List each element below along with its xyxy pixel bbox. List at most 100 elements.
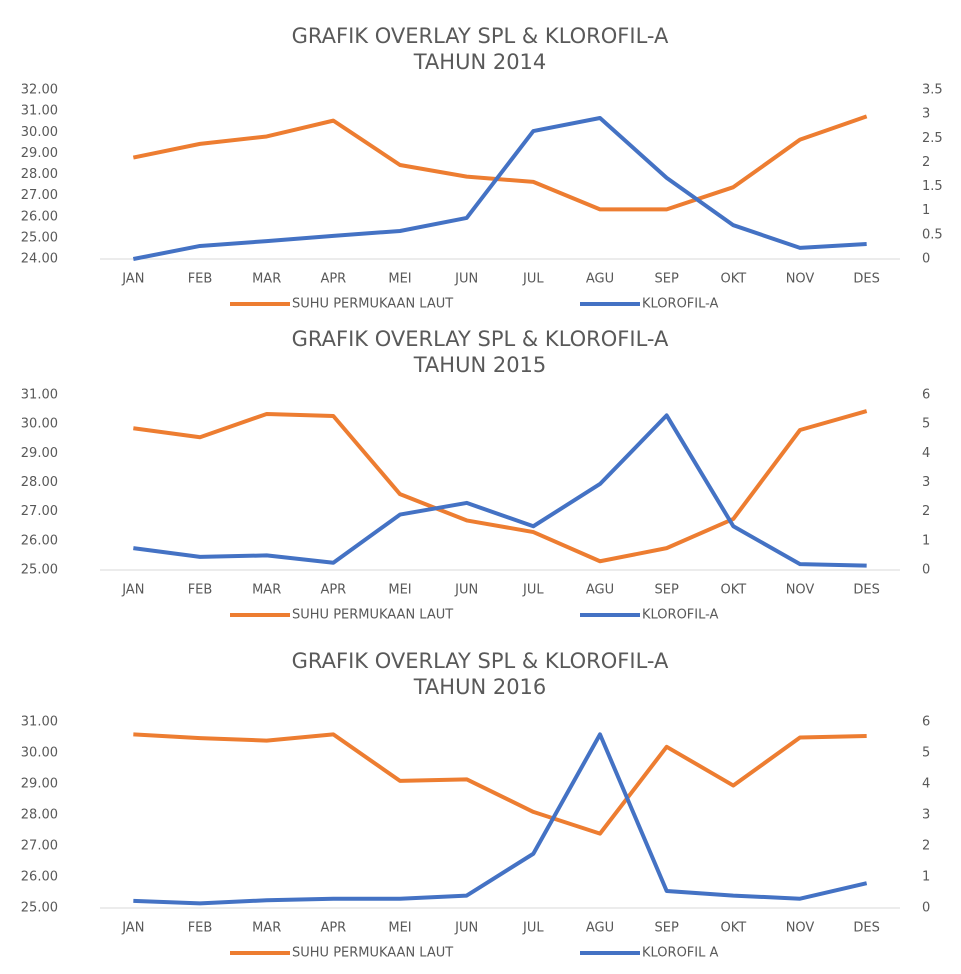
x-tick-label: JAN: [121, 583, 144, 598]
x-tick-label: APR: [320, 272, 346, 287]
x-tick-label: MEI: [388, 583, 411, 598]
y-tick-label: 31.00: [21, 104, 58, 119]
x-tick-label: NOV: [786, 583, 815, 598]
y2-tick-label: 3.5: [922, 83, 943, 98]
series-line: [133, 413, 867, 568]
y-tick-label: 26.00: [21, 209, 58, 224]
x-tick-label: MEI: [388, 272, 411, 287]
y-tick-label: 32.00: [21, 83, 58, 98]
x-tick-label: SEP: [655, 583, 679, 598]
y2-tick-label: 5: [922, 746, 930, 761]
y2-tick-label: 2: [922, 504, 930, 519]
x-tick-label: APR: [320, 921, 346, 936]
x-tick-label: JUN: [454, 583, 478, 598]
x-tick-label: NOV: [786, 921, 815, 936]
y2-tick-label: 1: [922, 870, 930, 885]
chart-title: GRAFIK OVERLAY SPL & KLOROFIL-A: [292, 24, 669, 48]
x-tick-label: OKT: [720, 583, 746, 598]
x-tick-label: FEB: [188, 272, 213, 287]
x-tick-label: JUN: [454, 921, 478, 936]
y2-tick-label: 4: [922, 446, 930, 461]
x-tick-label: MAR: [252, 583, 281, 598]
y-tick-label: 25.00: [21, 230, 58, 245]
y2-tick-label: 0: [922, 563, 930, 578]
y2-tick-label: 3: [922, 107, 930, 122]
x-tick-label: AGU: [586, 921, 614, 936]
legend-label: SUHU PERMUKAAN LAUT: [292, 946, 453, 961]
chart-subtitle: TAHUN 2015: [413, 353, 547, 377]
series-line: [132, 116, 867, 261]
chart-title: GRAFIK OVERLAY SPL & KLOROFIL-A: [292, 649, 669, 673]
x-tick-label: DES: [853, 272, 879, 287]
legend-label: KLOROFIL A: [642, 946, 718, 961]
series-line: [133, 732, 868, 906]
y2-tick-label: 0.5: [922, 227, 943, 242]
x-tick-label: JUL: [522, 921, 544, 936]
y-tick-label: 28.00: [21, 475, 58, 490]
y2-tick-label: 6: [922, 388, 930, 403]
y2-tick-label: 6: [922, 715, 930, 730]
x-tick-label: MAR: [252, 921, 281, 936]
x-tick-label: SEP: [655, 921, 679, 936]
y-tick-label: 30.00: [21, 746, 58, 761]
x-tick-label: FEB: [188, 583, 213, 598]
series-line: [133, 409, 868, 564]
x-tick-label: AGU: [586, 583, 614, 598]
legend-label: KLOROFIL-A: [642, 608, 719, 623]
x-tick-label: MEI: [388, 921, 411, 936]
y2-tick-label: 0: [922, 901, 930, 916]
x-tick-label: JAN: [121, 272, 144, 287]
y2-tick-label: 2: [922, 155, 930, 170]
series-line: [133, 732, 867, 836]
y2-tick-label: 3: [922, 808, 930, 823]
x-tick-label: NOV: [786, 272, 815, 287]
x-tick-label: OKT: [720, 272, 746, 287]
y2-tick-label: 5: [922, 417, 930, 432]
y-tick-label: 27.00: [21, 504, 58, 519]
y-tick-label: 25.00: [21, 563, 58, 578]
y2-tick-label: 3: [922, 475, 930, 490]
legend-label: SUHU PERMUKAAN LAUT: [292, 297, 453, 312]
y-tick-label: 29.00: [21, 777, 58, 792]
y2-tick-label: 2: [922, 839, 930, 854]
series-line: [132, 114, 868, 212]
legend-label: SUHU PERMUKAAN LAUT: [292, 608, 453, 623]
x-tick-label: APR: [320, 583, 346, 598]
x-tick-label: MAR: [252, 272, 281, 287]
x-tick-label: JUL: [522, 583, 544, 598]
y-tick-label: 29.00: [21, 146, 58, 161]
y2-tick-label: 0: [922, 252, 930, 267]
x-tick-label: SEP: [655, 272, 679, 287]
x-tick-label: JUL: [522, 272, 544, 287]
x-tick-label: DES: [853, 921, 879, 936]
y-tick-label: 30.00: [21, 125, 58, 140]
x-tick-label: OKT: [720, 921, 746, 936]
y-tick-label: 26.00: [21, 533, 58, 548]
x-tick-label: DES: [853, 583, 879, 598]
y2-tick-label: 4: [922, 777, 930, 792]
y-tick-label: 31.00: [21, 715, 58, 730]
y-tick-label: 24.00: [21, 252, 58, 267]
y2-tick-label: 1: [922, 533, 930, 548]
x-tick-label: JUN: [454, 272, 478, 287]
x-tick-label: AGU: [586, 272, 614, 287]
x-tick-label: JAN: [121, 921, 144, 936]
y2-tick-label: 2.5: [922, 131, 943, 146]
y2-tick-label: 1.5: [922, 179, 943, 194]
y-tick-label: 28.00: [21, 167, 58, 182]
y-tick-label: 26.00: [21, 870, 58, 885]
legend-label: KLOROFIL-A: [642, 297, 719, 312]
x-tick-label: FEB: [188, 921, 213, 936]
chart-title: GRAFIK OVERLAY SPL & KLOROFIL-A: [292, 327, 669, 351]
y-tick-label: 28.00: [21, 808, 58, 823]
y-tick-label: 25.00: [21, 901, 58, 916]
y-tick-label: 27.00: [21, 839, 58, 854]
chart-subtitle: TAHUN 2016: [413, 675, 547, 699]
chart-subtitle: TAHUN 2014: [413, 50, 547, 74]
y-tick-label: 31.00: [21, 388, 58, 403]
y2-tick-label: 1: [922, 203, 930, 218]
y-tick-label: 29.00: [21, 446, 58, 461]
y-tick-label: 30.00: [21, 417, 58, 432]
y-tick-label: 27.00: [21, 188, 58, 203]
